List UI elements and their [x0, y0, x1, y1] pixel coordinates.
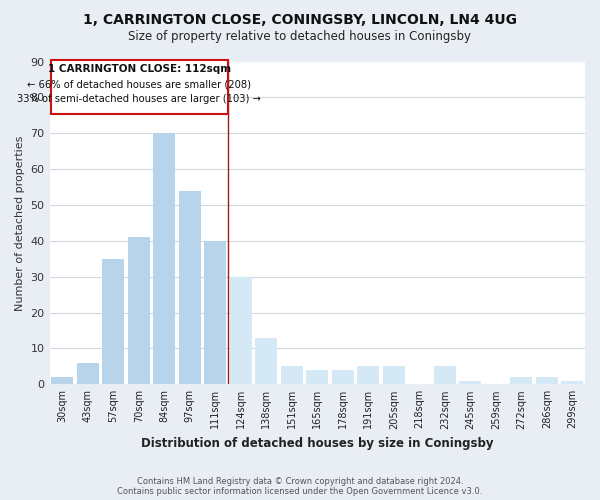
- Bar: [128, 237, 149, 384]
- Bar: [179, 190, 200, 384]
- FancyBboxPatch shape: [51, 60, 227, 114]
- Bar: [52, 377, 73, 384]
- Bar: [307, 370, 328, 384]
- Bar: [434, 366, 455, 384]
- Text: ← 66% of detached houses are smaller (208): ← 66% of detached houses are smaller (20…: [27, 80, 251, 90]
- Text: Contains public sector information licensed under the Open Government Licence v3: Contains public sector information licen…: [118, 487, 482, 496]
- Y-axis label: Number of detached properties: Number of detached properties: [15, 135, 25, 310]
- Text: 1, CARRINGTON CLOSE, CONINGSBY, LINCOLN, LN4 4UG: 1, CARRINGTON CLOSE, CONINGSBY, LINCOLN,…: [83, 12, 517, 26]
- Text: Contains HM Land Registry data © Crown copyright and database right 2024.: Contains HM Land Registry data © Crown c…: [137, 477, 463, 486]
- Bar: [77, 363, 98, 384]
- Text: 33% of semi-detached houses are larger (103) →: 33% of semi-detached houses are larger (…: [17, 94, 261, 104]
- Bar: [358, 366, 379, 384]
- Bar: [511, 377, 532, 384]
- Bar: [383, 366, 404, 384]
- Text: Size of property relative to detached houses in Coningsby: Size of property relative to detached ho…: [128, 30, 472, 43]
- X-axis label: Distribution of detached houses by size in Coningsby: Distribution of detached houses by size …: [141, 437, 494, 450]
- Bar: [562, 380, 583, 384]
- Text: 1 CARRINGTON CLOSE: 112sqm: 1 CARRINGTON CLOSE: 112sqm: [47, 64, 231, 74]
- Bar: [536, 377, 557, 384]
- Bar: [103, 259, 124, 384]
- Bar: [256, 338, 277, 384]
- Bar: [460, 380, 481, 384]
- Bar: [230, 276, 251, 384]
- Bar: [281, 366, 302, 384]
- Bar: [332, 370, 353, 384]
- Bar: [205, 241, 226, 384]
- Bar: [154, 133, 175, 384]
